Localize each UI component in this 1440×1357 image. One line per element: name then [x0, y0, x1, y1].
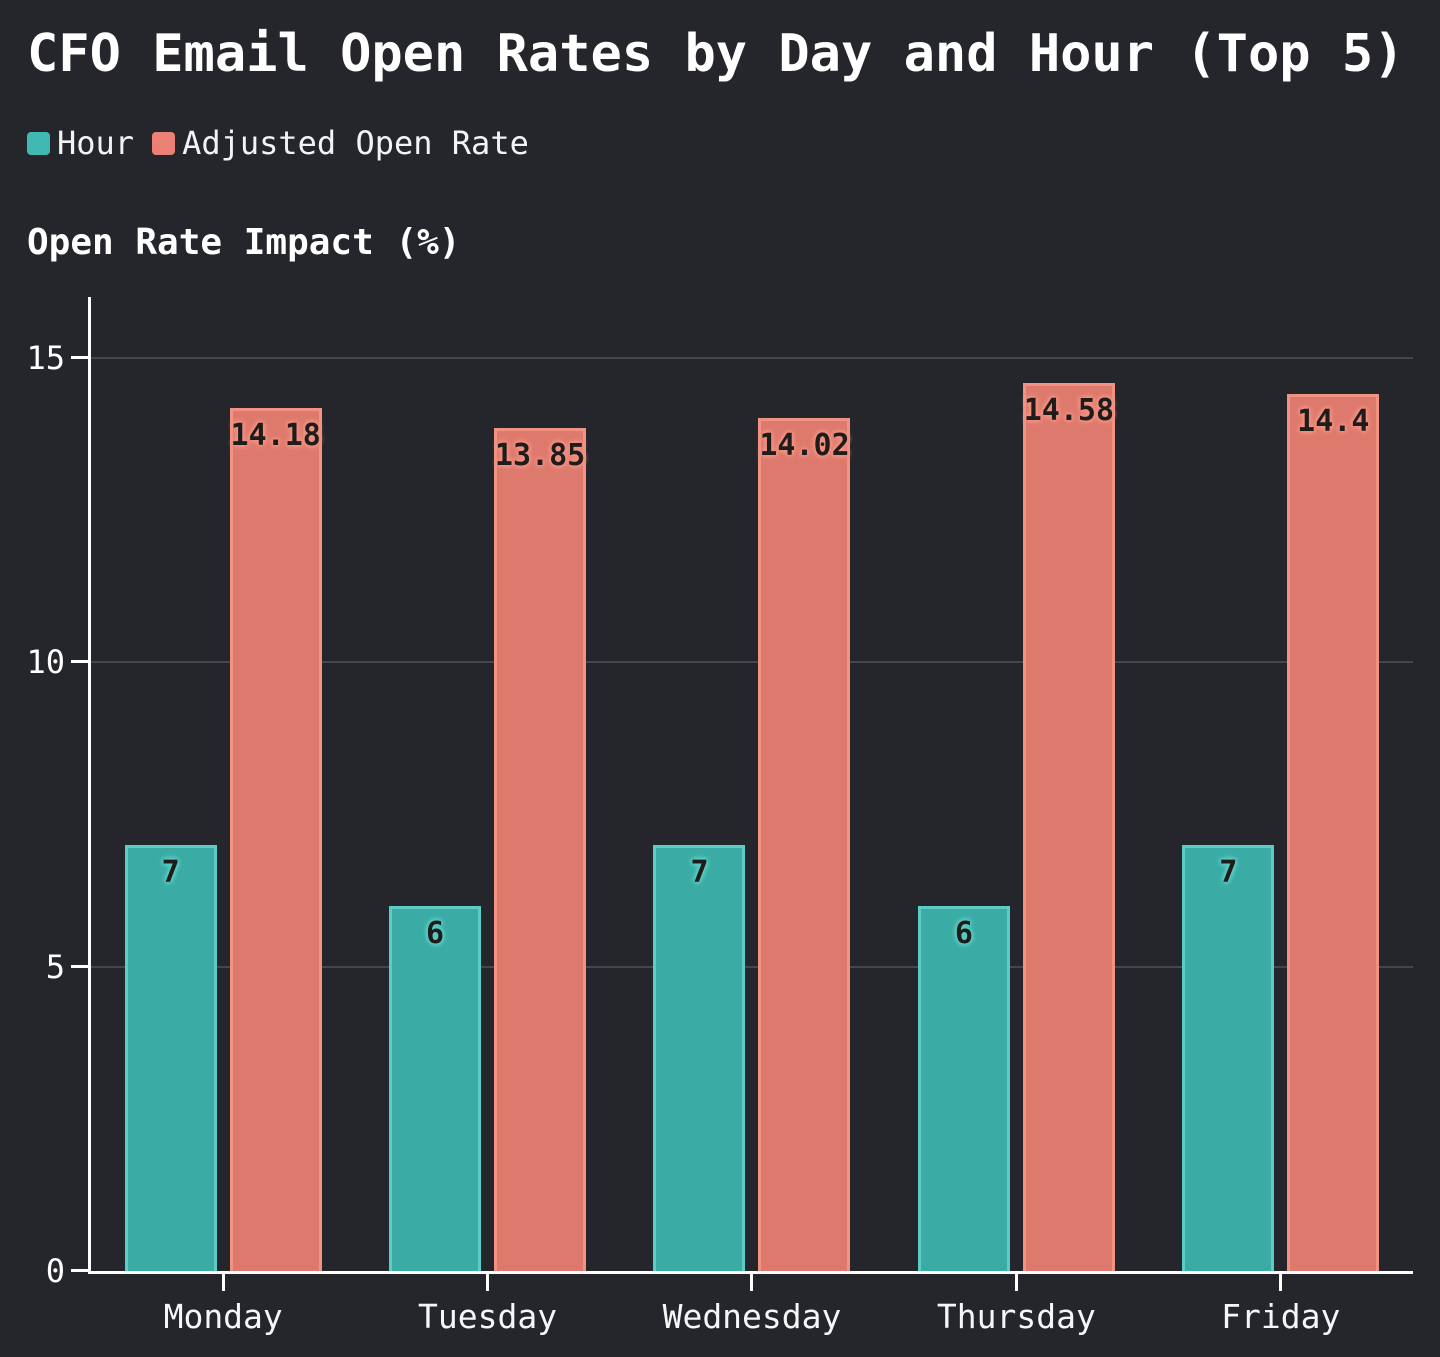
x-tick-wednesday — [750, 1274, 754, 1291]
bar-group-monday: 7 14.18 Monday — [91, 297, 355, 1336]
bar-hour-wednesday[interactable]: 7 — [653, 844, 746, 1271]
y-tick-15 — [71, 355, 88, 359]
bar-value-label-adjusted-open-rate-friday: 14.4 — [1297, 404, 1370, 440]
bar-value-label-adjusted-open-rate-monday: 14.18 — [230, 417, 321, 453]
x-label-friday: Friday — [1221, 1297, 1341, 1336]
bar-hour-friday[interactable]: 7 — [1182, 844, 1275, 1271]
bar-adjusted-open-rate-monday[interactable]: 14.18 — [229, 407, 322, 1271]
y-tick-label-5: 5 — [45, 947, 65, 986]
legend: Hour Adjusted Open Rate — [27, 124, 529, 162]
chart-title: CFO Email Open Rates by Day and Hour (To… — [27, 24, 1405, 84]
bar-value-label-adjusted-open-rate-thursday: 14.58 — [1023, 393, 1115, 429]
legend-swatch-adjusted-open-rate-icon — [152, 131, 176, 155]
legend-item-hour[interactable]: Hour — [27, 124, 134, 162]
bar-group-tuesday: 6 13.85 Tuesday — [355, 297, 619, 1336]
x-tick-friday — [1279, 1274, 1283, 1291]
bar-group-thursday: 6 14.58 Thursday — [884, 297, 1148, 1336]
y-tick-5 — [71, 964, 88, 968]
bar-adjusted-open-rate-thursday[interactable]: 14.58 — [1022, 383, 1115, 1271]
bar-value-label-adjusted-open-rate-tuesday: 13.85 — [494, 437, 586, 473]
bar-adjusted-open-rate-tuesday[interactable]: 13.85 — [494, 427, 587, 1271]
bar-value-label-hour-friday: 7 — [1219, 854, 1238, 890]
legend-label-hour: Hour — [57, 124, 135, 162]
bar-value-label-adjusted-open-rate-wednesday: 14.02 — [759, 427, 850, 463]
legend-item-adjusted-open-rate[interactable]: Adjusted Open Rate — [152, 124, 529, 162]
y-tick-label-0: 0 — [45, 1252, 65, 1290]
legend-swatch-hour-icon — [27, 131, 50, 155]
bar-value-label-hour-wednesday: 7 — [690, 854, 709, 890]
bar-value-label-hour-monday: 7 — [161, 854, 180, 890]
gridline-10 — [91, 661, 1413, 664]
x-tick-monday — [221, 1274, 225, 1291]
x-tick-tuesday — [486, 1274, 490, 1291]
gridline-5 — [91, 965, 1413, 968]
gridline-15 — [91, 356, 1413, 359]
bar-group-wednesday: 7 14.02 Wednesday — [620, 297, 884, 1336]
bar-hour-tuesday[interactable]: 6 — [389, 905, 482, 1271]
x-label-wednesday: Wednesday — [662, 1297, 842, 1336]
y-tick-0 — [71, 1269, 88, 1272]
y-tick-10 — [71, 660, 88, 664]
bar-hour-thursday[interactable]: 6 — [917, 905, 1010, 1271]
x-label-tuesday: Tuesday — [418, 1297, 558, 1336]
y-tick-label-15: 15 — [26, 338, 65, 377]
bar-hour-monday[interactable]: 7 — [124, 844, 217, 1271]
y-tick-label-10: 10 — [26, 643, 65, 682]
x-label-monday: Monday — [163, 1297, 283, 1336]
bar-value-label-hour-thursday: 6 — [954, 915, 973, 951]
plot-area: 0 5 10 15 7 14.18 Monday 6 13.85 Tuesday 7 14.02 Wed… — [26, 297, 1413, 1336]
bar-adjusted-open-rate-wednesday[interactable]: 14.02 — [758, 417, 851, 1271]
bar-value-label-hour-tuesday: 6 — [426, 915, 445, 951]
legend-label-adjusted-open-rate: Adjusted Open Rate — [182, 124, 529, 162]
x-tick-thursday — [1014, 1274, 1018, 1291]
bar-group-friday: 7 14.4 Friday — [1149, 297, 1413, 1336]
y-axis-title: Open Rate Impact (%) — [27, 222, 461, 263]
x-label-thursday: Thursday — [936, 1297, 1096, 1336]
bar-adjusted-open-rate-friday[interactable]: 14.4 — [1287, 394, 1380, 1271]
